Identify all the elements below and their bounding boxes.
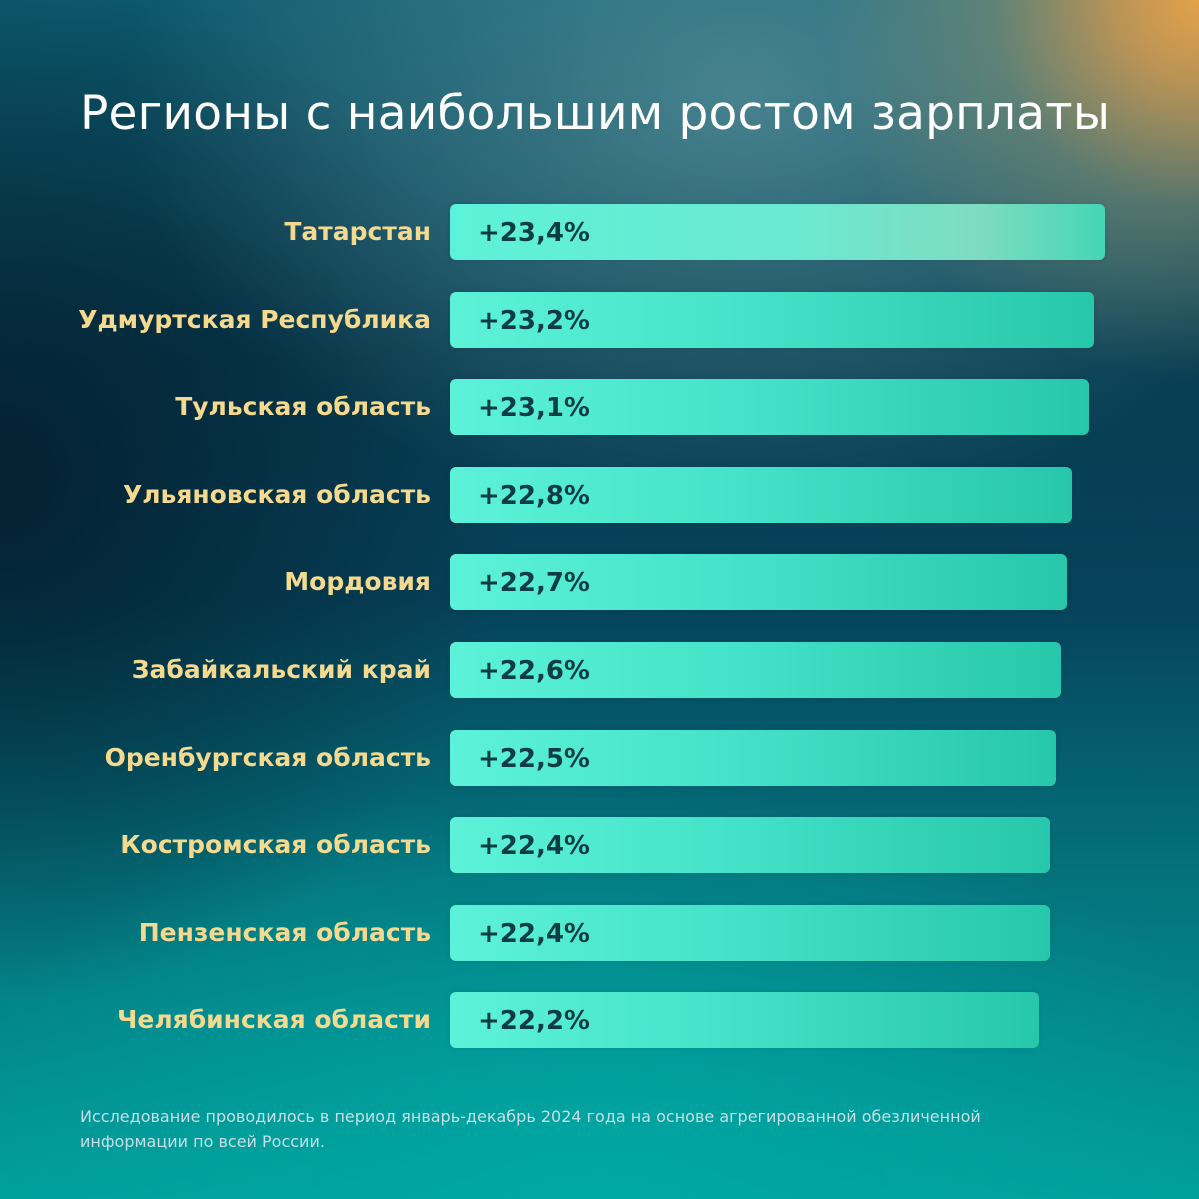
region-label: Костромская область bbox=[120, 830, 431, 859]
region-label: Пензенская область bbox=[138, 918, 431, 947]
chart-title: Регионы с наибольшим ростом зарплаты bbox=[80, 86, 1111, 141]
bar bbox=[450, 642, 1061, 698]
bar-value-label: +22,4% bbox=[478, 919, 590, 949]
region-label: Забайкальский край bbox=[131, 655, 431, 684]
bar bbox=[450, 379, 1089, 435]
bar-value-label: +22,2% bbox=[478, 1006, 590, 1036]
region-label: Тульская область bbox=[175, 392, 431, 421]
bar bbox=[450, 905, 1050, 961]
region-label: Оренбургская область bbox=[104, 743, 431, 772]
bar-value-label: +22,8% bbox=[478, 481, 590, 511]
region-label: Удмуртская Республика bbox=[78, 305, 431, 334]
bar-value-label: +23,1% bbox=[478, 393, 590, 423]
bar bbox=[450, 554, 1067, 610]
bar bbox=[450, 204, 1105, 260]
bar bbox=[450, 730, 1056, 786]
bar-value-label: +23,2% bbox=[478, 306, 590, 336]
region-label: Ульяновская область bbox=[122, 480, 431, 509]
bar bbox=[450, 817, 1050, 873]
bar bbox=[450, 992, 1039, 1048]
footnote: Исследование проводилось в период январь… bbox=[80, 1107, 981, 1151]
bar bbox=[450, 467, 1072, 523]
bar bbox=[450, 292, 1094, 348]
bar-value-label: +22,7% bbox=[478, 568, 590, 598]
region-label: Мордовия bbox=[284, 567, 431, 596]
region-label: Челябинская области bbox=[117, 1005, 431, 1034]
bar-value-label: +22,5% bbox=[478, 744, 590, 774]
bar-value-label: +22,6% bbox=[478, 656, 590, 686]
region-label: Татарстан bbox=[284, 217, 431, 246]
bar-value-label: +23,4% bbox=[478, 218, 590, 248]
bar-value-label: +22,4% bbox=[478, 831, 590, 861]
